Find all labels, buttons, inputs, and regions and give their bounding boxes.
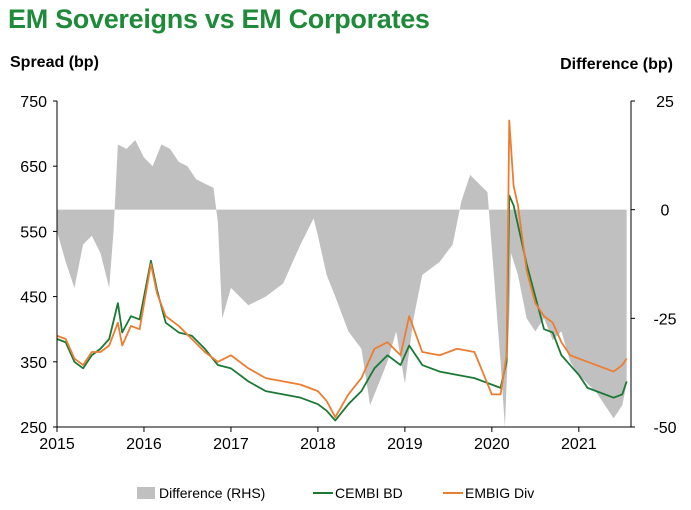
difference-area xyxy=(57,140,627,427)
legend-difference-swatch xyxy=(137,487,155,499)
right-tick-label: -25 xyxy=(653,311,676,328)
left-tick-label: 250 xyxy=(20,420,47,437)
left-tick-label: 350 xyxy=(20,355,47,372)
right-axis-title: Difference (bp) xyxy=(560,56,673,73)
left-tick-label: 550 xyxy=(20,224,47,241)
x-tick-label: 2019 xyxy=(387,436,423,453)
legend-cembi-bd-label: CEMBI BD xyxy=(335,485,403,501)
legend-difference-label: Difference (RHS) xyxy=(159,485,265,501)
left-tick-label: 750 xyxy=(20,94,47,111)
cembi-bd-line xyxy=(56,194,628,422)
x-tick-label: 2017 xyxy=(213,436,249,453)
left-axis-title: Spread (bp) xyxy=(10,54,99,71)
x-tick-label: 2016 xyxy=(126,436,162,453)
left-tick-label: 650 xyxy=(20,159,47,176)
axis-layer: 250 350 450 550 650 750 -50 -25 0 25 2015 2016 2017 2… xyxy=(20,94,676,453)
embig-div-line xyxy=(56,119,628,419)
x-tick-label: 2020 xyxy=(474,436,510,453)
x-tick-label: 2015 xyxy=(39,436,75,453)
chart-title: EM Sovereigns vs EM Corporates xyxy=(8,4,430,34)
x-tick-label: 2021 xyxy=(561,436,597,453)
series-line-layer xyxy=(56,119,628,422)
x-tick-label: 2018 xyxy=(300,436,336,453)
legend-embig-div-label: EMBIG Div xyxy=(465,485,534,501)
right-tick-label: 25 xyxy=(656,94,674,111)
left-tick-label: 450 xyxy=(20,290,47,307)
difference-area-layer xyxy=(57,140,627,427)
right-tick-label: 0 xyxy=(661,203,670,220)
right-tick-label: -50 xyxy=(653,420,676,437)
legend: Difference (RHS) CEMBI BD EMBIG Div xyxy=(137,485,534,501)
